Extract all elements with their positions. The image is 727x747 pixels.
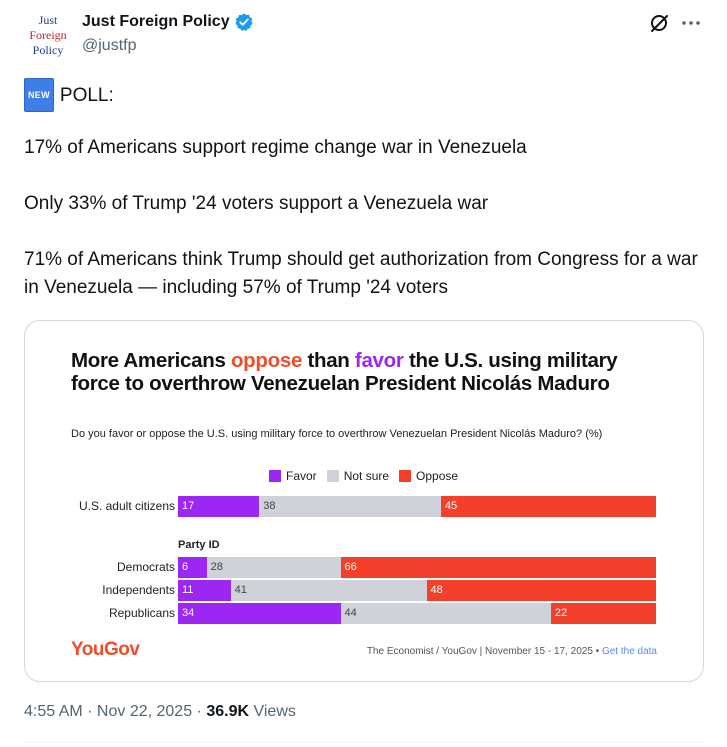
bar-segment-oppose: 45 [440, 496, 656, 517]
new-badge: NEW [24, 78, 54, 112]
legend-label: Not sure [343, 469, 390, 483]
source-text: The Economist / YouGov | November 15 - 1… [366, 646, 602, 657]
bar-segment-favor: 6 [178, 557, 207, 578]
avatar[interactable]: Just Foreign Policy [24, 10, 72, 58]
chart-title-part: than [302, 349, 355, 372]
bar-segment-favor: 11 [178, 580, 231, 601]
tweet-line: Only 33% of Trump '24 voters support a V… [24, 193, 489, 214]
chart-subtitle: Do you favor or oppose the U.S. using mi… [71, 428, 603, 440]
chart-title-favor: favor [354, 349, 404, 372]
chart-title-oppose: oppose [230, 349, 303, 372]
grok-icon[interactable] [648, 12, 670, 34]
chart-title-part: the U.S. using military force to overthr… [71, 349, 618, 395]
more-icon[interactable] [680, 12, 702, 34]
divider [24, 742, 704, 743]
poll-label: POLL: [59, 85, 114, 106]
category-label: Independents [102, 583, 175, 597]
chart-title: More Americans oppose than favor the U.S… [71, 349, 671, 395]
views-label: Views [249, 703, 296, 720]
stacked-bar: 11 41 48 [178, 580, 656, 601]
tweet-line: 71% of Americans think Trump should get … [24, 249, 698, 298]
category-label: Democrats [116, 560, 175, 574]
yougov-logo: YouGov [71, 639, 140, 660]
chart-title-part: More Americans [71, 349, 231, 372]
tweet-line: 17% of Americans support regime change w… [24, 137, 527, 158]
category-label: Republicans [108, 606, 175, 620]
stacked-bar: 34 44 22 [178, 603, 656, 624]
tweet-text: NEW POLL: 17% of Americans support regime… [24, 78, 704, 302]
bar-segment-not-sure: 28 [206, 557, 341, 578]
bar-segment-not-sure: 44 [340, 603, 551, 624]
bar-segment-oppose: 48 [426, 580, 656, 601]
legend-label: Oppose [416, 469, 459, 483]
bar-segment-favor: 17 [178, 496, 260, 517]
bar-segment-oppose: 66 [340, 557, 656, 578]
display-name[interactable]: Just Foreign Policy [82, 13, 230, 30]
handle[interactable]: @justfp [82, 37, 137, 54]
avatar-text-line: Foreign [29, 28, 66, 42]
chart-legend: Favor Not sure Oppose [269, 469, 468, 483]
get-the-data-link[interactable]: Get the data [601, 646, 657, 657]
bar-segment-not-sure: 41 [230, 580, 427, 601]
verified-badge-icon[interactable] [234, 12, 254, 32]
chart-source: The Economist / YouGov | November 15 - 1… [367, 646, 657, 657]
category-label: U.S. adult citizens [78, 499, 175, 513]
avatar-text-line: Policy [33, 43, 64, 57]
timestamp[interactable]: 4:55 AM · Nov 22, 2025 · [24, 703, 207, 720]
bar-segment-oppose: 22 [550, 603, 656, 624]
legend-oppose: Oppose [399, 469, 458, 483]
bar-segment-favor: 34 [178, 603, 341, 624]
chart-card[interactable]: More Americans oppose than favor the U.S… [24, 320, 704, 682]
stacked-bar: 17 38 45 [178, 496, 656, 517]
group-label: Party ID [178, 539, 220, 551]
legend-not-sure: Not sure [326, 469, 390, 483]
legend-favor: Favor [269, 469, 317, 483]
legend-label: Favor [286, 469, 317, 483]
avatar-text-line: Just [39, 13, 58, 27]
stacked-bar: 6 28 66 [178, 557, 656, 578]
views-count: 36.9K [206, 703, 250, 720]
bar-segment-not-sure: 38 [259, 496, 441, 517]
tweet-meta: 4:55 AM · Nov 22, 2025 · 36.9K Views [24, 703, 296, 721]
